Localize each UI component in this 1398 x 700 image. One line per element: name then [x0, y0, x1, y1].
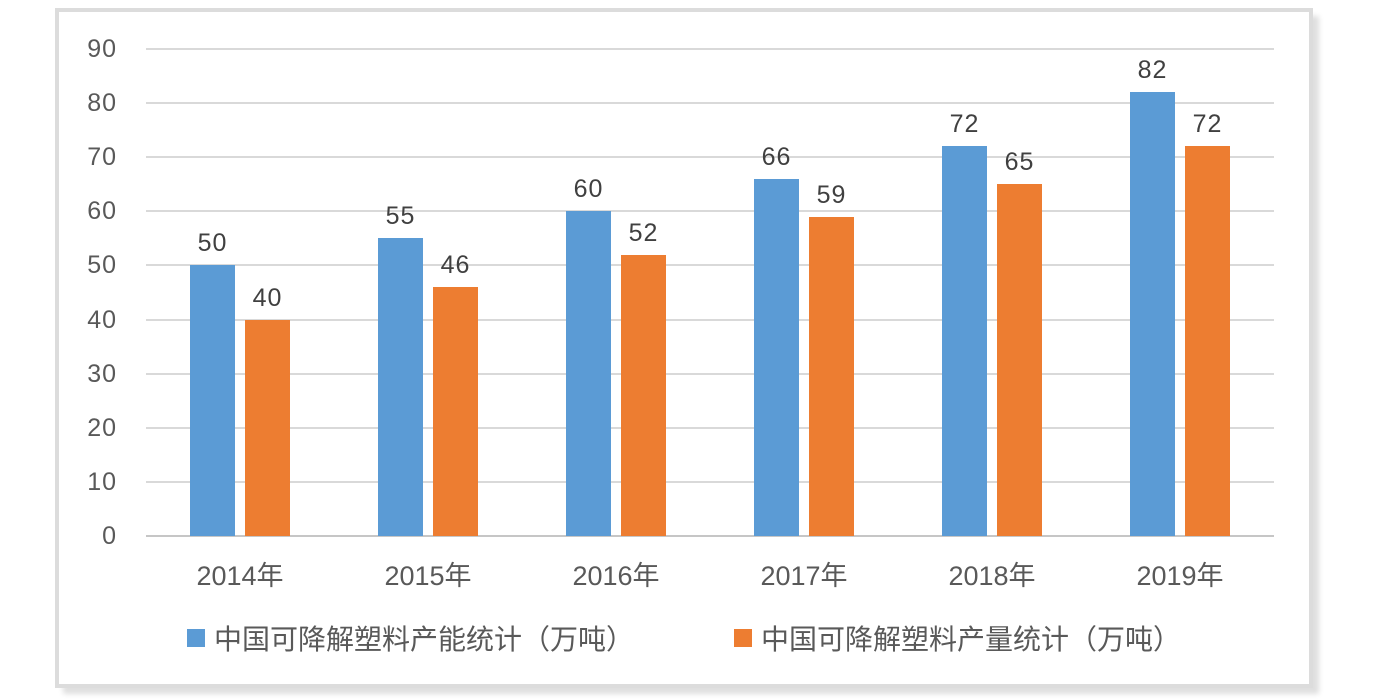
- x-axis-line: [146, 535, 1274, 537]
- bar-series1-2014: [190, 265, 235, 536]
- y-tick-label: 0: [102, 522, 117, 550]
- gridline: [146, 318, 1274, 321]
- gridline: [146, 102, 1274, 105]
- legend-swatch-icon: [186, 629, 205, 647]
- bar-value-label: 46: [440, 251, 471, 280]
- bar-value-label: 40: [252, 283, 283, 312]
- y-tick-label: 80: [87, 89, 117, 118]
- legend-item-series1: 中国可降解塑料产能统计（万吨）: [186, 618, 634, 658]
- bar-series1-2015: [378, 238, 423, 536]
- bar-series2-2015: [433, 287, 478, 536]
- x-tick-label: 2015年: [384, 561, 472, 591]
- bar-value-label: 72: [1192, 110, 1223, 139]
- bar-series1-2017: [754, 178, 799, 536]
- gridline: [146, 48, 1274, 50]
- x-tick-label: 2019年: [1136, 561, 1224, 591]
- y-tick-label: 70: [87, 143, 117, 172]
- y-tick-label: 30: [87, 359, 117, 388]
- y-tick-label: 60: [87, 197, 117, 226]
- bar-series2-2016: [621, 254, 666, 536]
- y-tick-label: 50: [87, 251, 117, 280]
- bar-value-label: 50: [197, 229, 228, 258]
- gridline: [146, 426, 1274, 429]
- chart-frame: 0 10 20 30 40 50 60 70 80 90 50 40 55 46 60 52 66 59 72 65…: [55, 8, 1313, 688]
- plot-area: 50 40 55 46 60 52 66 59 72 65 82 72: [146, 48, 1274, 537]
- y-tick-label: 20: [87, 413, 117, 442]
- legend: 中国可降解塑料产能统计（万吨） 中国可降解塑料产量统计（万吨）: [59, 618, 1309, 658]
- bar-series1-2016: [566, 211, 611, 536]
- bar-value-label: 60: [573, 175, 604, 204]
- x-tick-label: 2017年: [760, 561, 848, 591]
- legend-item-series2: 中国可降解塑料产量统计（万吨）: [734, 618, 1181, 658]
- bar-series2-2018: [997, 184, 1042, 536]
- legend-swatch-icon: [734, 629, 752, 647]
- bar-value-label: 65: [1004, 148, 1035, 177]
- bar-value-label: 72: [949, 110, 980, 139]
- bar-series2-2017: [809, 216, 854, 536]
- legend-label: 中国可降解塑料产量统计（万吨）: [761, 624, 1182, 655]
- gridline: [146, 156, 1274, 159]
- bar-series2-2019: [1185, 146, 1230, 536]
- x-tick-label: 2016年: [572, 561, 660, 591]
- bar-value-label: 59: [816, 180, 847, 209]
- legend-label: 中国可降解塑料产能统计（万吨）: [213, 624, 634, 655]
- x-axis-labels: 2014年 2015年 2016年 2017年 2018年 2019年: [146, 548, 1274, 591]
- bar-value-label: 55: [385, 202, 416, 231]
- gridline: [146, 372, 1274, 375]
- bar-value-label: 52: [628, 218, 659, 247]
- bar-series2-2014: [245, 319, 290, 536]
- y-axis-labels: 0 10 20 30 40 50 60 70 80 90: [59, 12, 117, 684]
- gridline: [146, 480, 1274, 483]
- bar-series1-2019: [1130, 92, 1175, 536]
- x-tick-label: 2014年: [196, 561, 284, 591]
- bar-value-label: 82: [1137, 56, 1168, 85]
- bar-series1-2018: [942, 146, 987, 536]
- y-tick-label: 10: [87, 467, 117, 496]
- y-tick-label: 40: [87, 305, 117, 334]
- gridline: [146, 210, 1274, 213]
- y-tick-label: 90: [87, 35, 117, 63]
- bar-value-label: 66: [761, 142, 792, 171]
- x-tick-label: 2018年: [948, 561, 1036, 591]
- gridline: [146, 264, 1274, 267]
